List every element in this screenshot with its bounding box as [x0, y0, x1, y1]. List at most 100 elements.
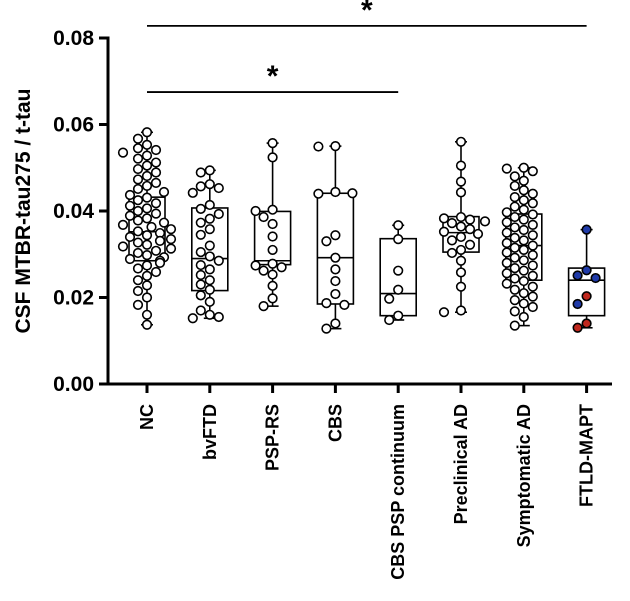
data-point	[124, 189, 136, 201]
axes	[99, 36, 612, 393]
data-point	[250, 205, 261, 217]
data-point	[204, 240, 215, 251]
data-point	[195, 259, 206, 271]
x-tick-label: CBS PSP continuum	[388, 404, 408, 580]
data-point	[158, 186, 170, 198]
axis-labels: 0.00 0.02 0.04 0.06 0.08 NC bvFTD PSP-RS CBS CBS …	[12, 27, 597, 580]
data-point	[455, 305, 467, 316]
data-point	[572, 270, 583, 281]
data-point	[509, 222, 520, 233]
data-point	[464, 239, 476, 250]
data-point	[124, 200, 136, 211]
data-point	[258, 301, 269, 312]
data-point	[146, 221, 157, 233]
data-point	[509, 192, 520, 203]
data-point	[141, 203, 153, 214]
data-point	[141, 150, 153, 161]
data-point	[258, 211, 269, 223]
data-point	[527, 281, 538, 292]
significance-star: *	[267, 60, 279, 93]
data-point	[141, 160, 153, 171]
data-point	[455, 244, 467, 256]
data-point	[267, 218, 278, 230]
data-point	[501, 268, 512, 279]
data-point	[195, 279, 206, 290]
data-point	[501, 278, 512, 289]
box	[316, 192, 355, 305]
data-point	[518, 275, 529, 287]
data-point	[204, 275, 215, 286]
data-point	[132, 263, 144, 274]
data-point	[132, 174, 144, 185]
data-point	[195, 246, 206, 258]
data-point	[132, 153, 144, 164]
data-point	[581, 318, 592, 329]
data-point	[141, 260, 153, 271]
data-point	[518, 311, 529, 323]
data-point	[518, 224, 529, 236]
data-point	[154, 257, 166, 269]
data-point	[581, 265, 592, 276]
data-point	[509, 171, 520, 182]
data-point	[117, 147, 129, 158]
data-point	[313, 188, 324, 199]
data-point	[455, 187, 467, 198]
data-point	[518, 298, 529, 309]
data-point	[518, 185, 529, 196]
data-point	[204, 165, 215, 176]
data-point	[455, 160, 467, 171]
data-point	[330, 264, 341, 275]
data-point	[501, 163, 512, 174]
data-point	[518, 255, 529, 266]
data-point	[393, 284, 404, 295]
data-point	[527, 260, 538, 271]
data-point	[527, 209, 538, 220]
data-point	[154, 235, 166, 246]
data-point	[581, 224, 592, 235]
data-point	[518, 175, 529, 186]
data-point	[187, 187, 198, 198]
data-point	[267, 244, 278, 256]
data-point	[141, 309, 153, 320]
data-point	[527, 270, 538, 281]
data-point	[518, 195, 529, 206]
data-point	[393, 265, 404, 276]
data-point	[393, 310, 404, 321]
data-point	[464, 214, 476, 225]
data-point	[572, 322, 583, 333]
data-point	[267, 152, 278, 163]
data-point	[150, 198, 162, 209]
data-point	[132, 215, 144, 226]
data-point	[204, 179, 215, 190]
data-point	[132, 226, 144, 237]
data-point	[132, 285, 144, 297]
data-point	[446, 247, 458, 259]
data-point	[195, 181, 206, 192]
data-point	[518, 288, 529, 299]
data-point	[509, 273, 520, 284]
data-point	[124, 253, 136, 265]
data-point	[141, 270, 153, 281]
data-point	[132, 247, 144, 259]
data-point	[501, 257, 512, 269]
data-point	[455, 136, 467, 147]
data-point	[321, 323, 332, 334]
data-point	[393, 234, 404, 245]
data-point	[132, 163, 144, 175]
data-point	[132, 275, 144, 286]
data-point	[150, 157, 162, 168]
data-point	[204, 264, 215, 275]
data-point	[165, 224, 177, 235]
data-point	[501, 217, 512, 228]
x-tick-label: NC	[137, 404, 157, 430]
y-tick-label: 0.08	[53, 27, 94, 50]
data-point	[339, 299, 350, 310]
data-point	[455, 231, 467, 243]
data-point	[132, 237, 144, 248]
data-point	[204, 199, 215, 211]
data-point	[321, 236, 332, 247]
data-point	[581, 291, 592, 302]
data-point	[150, 177, 162, 188]
